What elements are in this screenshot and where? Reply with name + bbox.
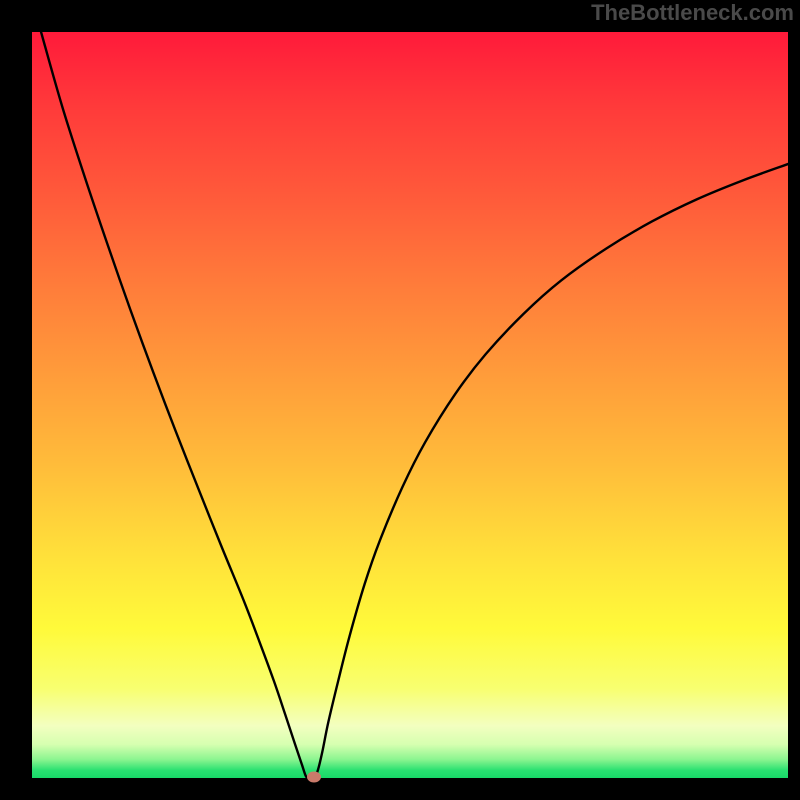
plot-background-gradient bbox=[32, 32, 788, 778]
watermark-text: TheBottleneck.com bbox=[591, 0, 794, 26]
chart-container: TheBottleneck.com bbox=[0, 0, 800, 800]
min-point-marker bbox=[307, 771, 321, 782]
